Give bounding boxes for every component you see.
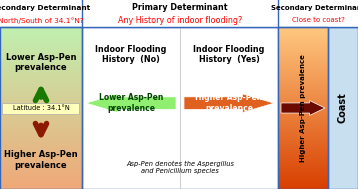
Bar (278, 27, 328, 189)
Text: Secondary Determinant: Secondary Determinant (271, 5, 358, 11)
Bar (0, 27, 82, 189)
Text: Higher Asp-Pen
prevalence: Higher Asp-Pen prevalence (4, 150, 78, 170)
Text: Latitude : 34.1°N: Latitude : 34.1°N (13, 105, 69, 111)
FancyBboxPatch shape (2, 102, 79, 114)
Bar (328, 27, 358, 189)
Text: Lower Asp-Pen
prevalence: Lower Asp-Pen prevalence (6, 53, 76, 72)
Text: Indoor Flooding
History  (No): Indoor Flooding History (No) (95, 45, 167, 64)
Text: Any History of indoor flooding?: Any History of indoor flooding? (118, 16, 242, 25)
Text: North/South of 34.1°N?: North/South of 34.1°N? (0, 17, 84, 24)
Polygon shape (184, 94, 274, 112)
Text: Asp-Pen denotes the Aspergillus
and Penicillium species: Asp-Pen denotes the Aspergillus and Peni… (126, 161, 234, 174)
Polygon shape (86, 94, 176, 112)
Text: Close to coast?: Close to coast? (291, 17, 344, 23)
Text: Indoor Flooding
History  (Yes): Indoor Flooding History (Yes) (193, 45, 265, 64)
Text: Primary Determinant: Primary Determinant (132, 3, 228, 12)
Text: Lower Asp-Pen
prevalence: Lower Asp-Pen prevalence (99, 93, 163, 113)
Bar (0, 0, 358, 27)
Text: Secondary Determinant: Secondary Determinant (0, 5, 91, 11)
Text: Higher Asp-Pen prevalence: Higher Asp-Pen prevalence (300, 54, 306, 162)
Polygon shape (281, 101, 325, 115)
Bar (82, 27, 278, 189)
Text: Coast: Coast (338, 93, 348, 123)
Text: Higher Asp-Pen
prevalence: Higher Asp-Pen prevalence (195, 93, 263, 113)
